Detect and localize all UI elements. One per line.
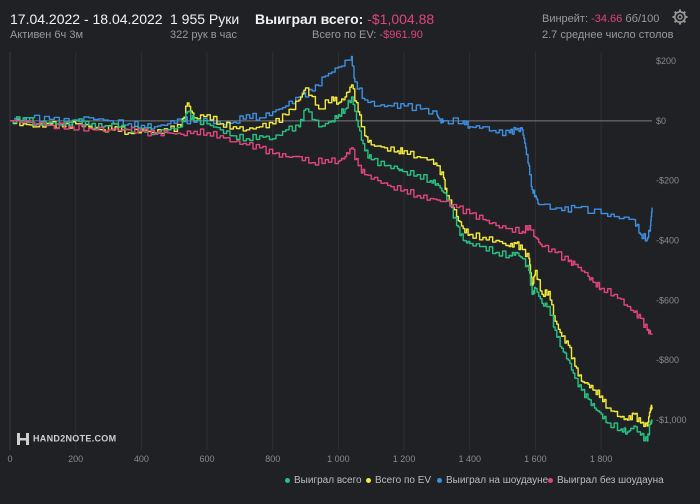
winrate-label: Винрейт: [542, 13, 589, 25]
hand2note-logo: HAND2NOTE.COM [16, 432, 116, 446]
winrate-value: -34.66 [591, 13, 623, 25]
y-tick-label: -$200 [656, 176, 679, 186]
bankroll-chart: 0 200 400 600 800 1 000 1 200 1 400 1 600 1 800 $2… [0, 50, 700, 499]
legend-label: Выиграл всего [294, 475, 362, 486]
x-tick-label: 0 [7, 454, 12, 464]
legend-dot-icon [548, 477, 553, 483]
gear-icon[interactable] [672, 9, 688, 25]
ev-total-value: -$961.90 [379, 29, 423, 41]
date-range: 17.04.2022 - 18.04.2022 [10, 11, 163, 27]
hands-count: 1 955 Руки [170, 11, 240, 27]
legend-item[interactable]: Выиграл всего [285, 475, 362, 486]
x-tick-label: 1 800 [590, 454, 613, 464]
series-line-2 [10, 96, 653, 442]
legend-item[interactable]: Выиграл без шоудауна [548, 475, 664, 486]
legend-dot-icon [366, 477, 371, 483]
stats-header: 17.04.2022 - 18.04.2022 Активен 6ч 3м 1 … [0, 0, 700, 44]
series-line-3 [10, 120, 653, 335]
active-time: Активен 6ч 3м [10, 29, 84, 41]
ev-total: Всего по EV: -$961.90 [312, 29, 423, 41]
avg-tables: 2.7 среднее число столов [542, 29, 674, 41]
won-total: Выиграл всего: -$1,004.88 [255, 11, 434, 27]
won-total-label: Выиграл всего: [255, 11, 364, 27]
won-total-value: -$1,004.88 [367, 11, 435, 27]
winrate-unit: бб/100 [625, 13, 660, 25]
y-tick-label: -$400 [656, 236, 679, 246]
legend-label: Выиграл без шоудауна [557, 475, 664, 486]
legend-dot-icon [285, 477, 290, 483]
x-tick-label: 1 200 [393, 454, 416, 464]
x-tick-label: 1 600 [524, 454, 547, 464]
x-tick-label: 1 400 [458, 454, 481, 464]
x-tick-label: 600 [200, 454, 215, 464]
series-line-1 [10, 84, 653, 428]
hand2note-logo-text: HAND2NOTE.COM [33, 433, 117, 444]
legend-item[interactable]: Всего по EV [366, 475, 431, 486]
y-tick-label: -$1,000 [656, 415, 687, 425]
x-tick-label: 400 [134, 454, 149, 464]
y-tick-label: $0 [656, 116, 666, 126]
legend-label: Всего по EV [375, 475, 432, 486]
hands-rate: 322 рук в час [170, 29, 238, 41]
x-tick-label: 200 [68, 454, 83, 464]
chart-svg: 0 200 400 600 800 1 000 1 200 1 400 1 600 1 800 $2… [7, 52, 687, 464]
series-line-0 [10, 55, 653, 242]
legend-item[interactable]: Выиграл на шоудауне [437, 475, 548, 486]
ev-total-label: Всего по EV: [312, 29, 377, 41]
x-tick-label: 800 [265, 454, 280, 464]
x-tick-label: 1 000 [327, 454, 350, 464]
legend-label: Выиграл на шоудауне [446, 475, 549, 486]
y-tick-label: -$800 [656, 355, 679, 365]
hand2note-logo-icon [17, 433, 29, 445]
winrate: Винрейт: -34.66 бб/100 [542, 13, 659, 25]
y-tick-label: -$600 [656, 295, 679, 305]
y-tick-label: $200 [656, 56, 676, 66]
legend-dot-icon [437, 477, 442, 483]
